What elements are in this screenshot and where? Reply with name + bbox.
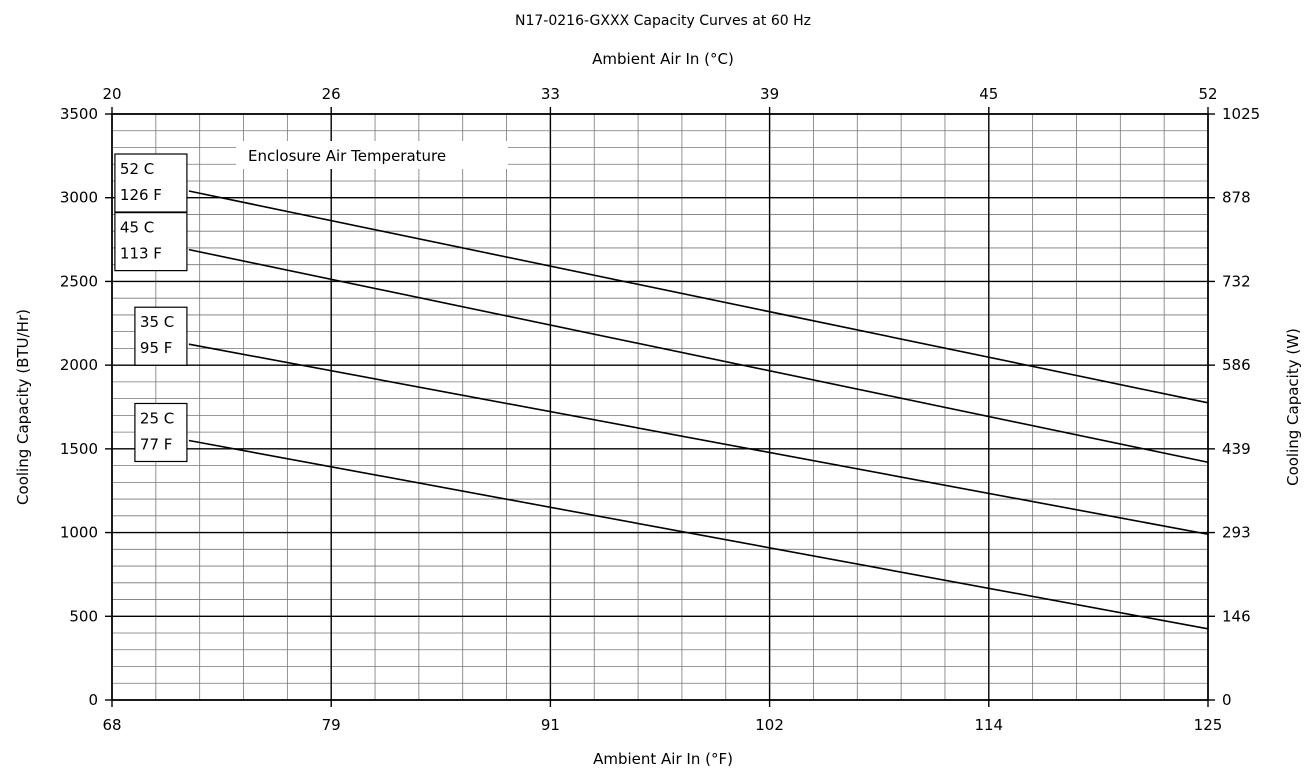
series-label-frame <box>114 212 188 272</box>
y2-tick-label: 586 <box>1222 356 1251 374</box>
x2-tick-label: 20 <box>102 85 121 103</box>
x-tick-label: 102 <box>755 716 784 734</box>
y-tick-label: 500 <box>69 607 98 625</box>
series-line-3 <box>188 439 1209 630</box>
x-axis-label: Ambient Air In (°F) <box>593 750 733 768</box>
series-label-c: 25 C <box>140 409 174 427</box>
series-label-box-1: 45 C 113 F <box>114 212 188 272</box>
y2-axis-label: Cooling Capacity (W) <box>1284 328 1302 486</box>
x2-tick-label: 26 <box>322 85 341 103</box>
x-tick-label: 125 <box>1194 716 1223 734</box>
y-tick-label: 2500 <box>60 272 98 290</box>
series-label-box-0: 52 C 126 F <box>114 153 188 213</box>
series-label-c: 45 C <box>120 219 154 237</box>
x2-tick-label: 52 <box>1198 85 1217 103</box>
series-label-f: 95 F <box>140 339 172 357</box>
x2-tick-label: 45 <box>979 85 998 103</box>
series-label-f: 77 F <box>140 435 172 453</box>
y2-tick-label: 293 <box>1222 524 1251 542</box>
y-tick-label: 3000 <box>60 189 98 207</box>
x2-tick-label: 33 <box>541 85 560 103</box>
y2-tick-label: 878 <box>1222 189 1251 207</box>
x-tick-label: 68 <box>102 716 121 734</box>
axis-ticks: 68 20 79 26 91 33 102 39 114 45 125 52 0 0 500 146 1000 2… <box>60 85 1260 734</box>
series-label-c: 52 C <box>120 160 154 178</box>
y2-tick-label: 146 <box>1222 607 1251 625</box>
x-tick-label: 91 <box>541 716 560 734</box>
y-tick-label: 1500 <box>60 440 98 458</box>
y-axis-label: Cooling Capacity (BTU/Hr) <box>14 309 32 505</box>
y-tick-label: 1000 <box>60 524 98 542</box>
series-label-f: 126 F <box>120 186 162 204</box>
y2-tick-label: 439 <box>1222 440 1251 458</box>
legend-title: Enclosure Air Temperature <box>248 147 446 165</box>
y2-tick-label: 732 <box>1222 272 1251 290</box>
y-tick-label: 0 <box>88 691 98 709</box>
y2-tick-label: 1025 <box>1222 105 1260 123</box>
x2-tick-label: 39 <box>760 85 779 103</box>
y-tick-label: 3500 <box>60 105 98 123</box>
major-grid <box>111 113 1209 701</box>
series-lines <box>188 190 1209 630</box>
series-label-box-3: 25 C 77 F <box>134 402 188 463</box>
series-line-1 <box>188 248 1209 464</box>
series-label-frame <box>134 402 188 463</box>
series-line-2 <box>188 343 1209 536</box>
legend-title-box: Enclosure Air Temperature <box>236 141 508 169</box>
chart-title: N17-0216-GXXX Capacity Curves at 60 Hz <box>515 13 811 29</box>
series-labels: 52 C 126 F 45 C 113 F 35 C 95 F 25 C 77 F <box>114 153 188 463</box>
plot-border <box>111 113 1209 701</box>
series-label-frame <box>134 306 188 366</box>
x2-axis-label: Ambient Air In (°C) <box>592 50 734 68</box>
series-line-0 <box>188 190 1209 404</box>
series-label-f: 113 F <box>120 245 162 263</box>
x-tick-label: 114 <box>974 716 1003 734</box>
x-tick-label: 79 <box>322 716 341 734</box>
y-tick-label: 2000 <box>60 356 98 374</box>
y2-tick-label: 0 <box>1222 691 1232 709</box>
series-label-c: 35 C <box>140 313 174 331</box>
series-label-frame <box>114 153 188 213</box>
series-label-box-2: 35 C 95 F <box>134 306 188 366</box>
minor-grid <box>111 113 1209 701</box>
